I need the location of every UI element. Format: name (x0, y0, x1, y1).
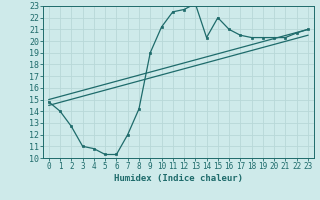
X-axis label: Humidex (Indice chaleur): Humidex (Indice chaleur) (114, 174, 243, 183)
